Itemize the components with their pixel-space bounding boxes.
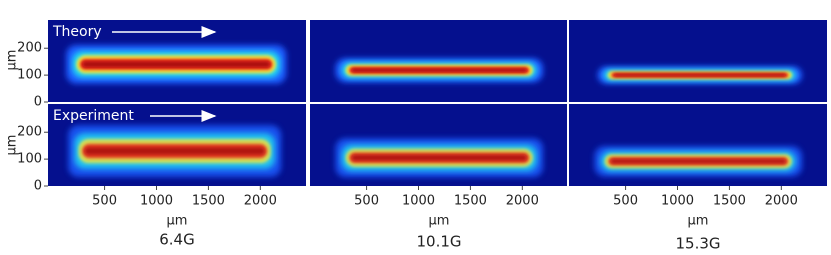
- x-tick-label: 1000: [140, 194, 173, 209]
- column-title: 6.4G: [159, 231, 194, 249]
- y-tick-label: 200: [17, 125, 42, 140]
- y-tick-label: 100: [17, 68, 42, 83]
- x-tick-label: 2000: [506, 194, 539, 209]
- x-axis-label: μm: [688, 214, 709, 229]
- row-label: Theory: [52, 24, 102, 40]
- stripe: [610, 159, 786, 164]
- x-tick-label: 500: [354, 194, 379, 209]
- x-tick-label: 1000: [402, 194, 435, 209]
- x-axis-label: μm: [429, 214, 450, 229]
- stripe: [351, 68, 527, 72]
- column-title: 10.1G: [416, 233, 461, 251]
- column-title: 15.3G: [675, 235, 720, 252]
- stripe: [82, 61, 270, 68]
- y-tick-label: 0: [34, 179, 42, 194]
- panel-separator: [48, 102, 828, 104]
- x-tick-label: 2000: [765, 194, 798, 209]
- stripe: [614, 73, 786, 77]
- x-tick-label: 500: [613, 194, 638, 209]
- x-tick-label: 1000: [661, 194, 694, 209]
- y-tick-label: 0: [34, 95, 42, 110]
- x-axis-label: μm: [167, 214, 188, 229]
- row-label: Experiment: [53, 108, 134, 124]
- y-tick-label: 100: [17, 152, 42, 167]
- x-tick-label: 500: [92, 194, 117, 209]
- x-tick-label: 1500: [192, 194, 225, 209]
- y-axis-label: μm: [5, 135, 20, 156]
- panel-background: [569, 20, 827, 102]
- stripe: [84, 147, 265, 155]
- y-axis-label: μm: [5, 50, 20, 71]
- x-tick-label: 1500: [454, 194, 487, 209]
- x-tick-label: 1500: [713, 194, 746, 209]
- x-tick-label: 2000: [244, 194, 277, 209]
- y-tick-label: 200: [17, 41, 42, 56]
- stripe: [351, 155, 527, 161]
